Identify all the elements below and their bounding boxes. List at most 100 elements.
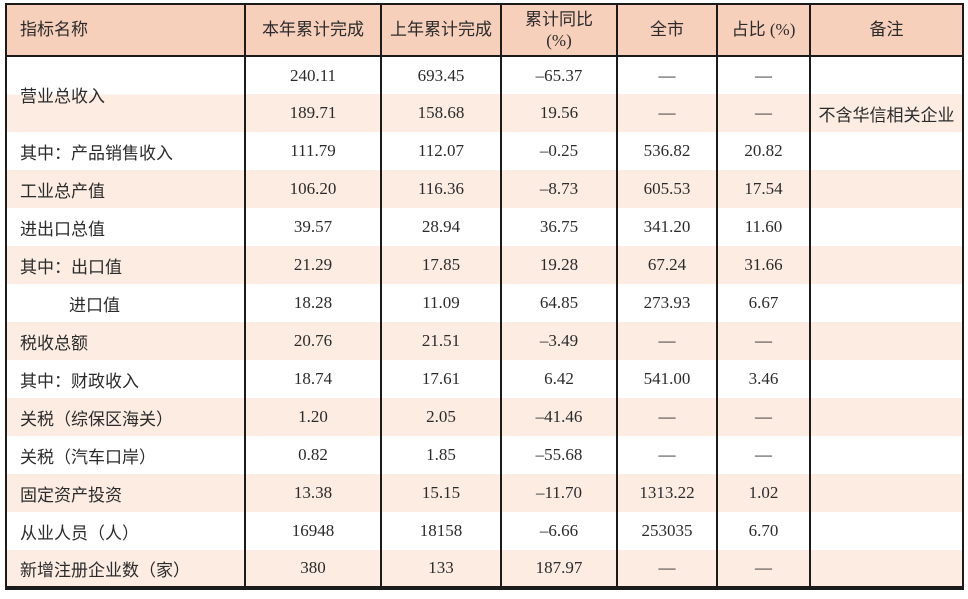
table-row: 新增注册企业数（家） 380 133 187.97— — <box>6 550 963 588</box>
indicator-cell: 税收总额 <box>6 322 245 360</box>
remark-cell <box>809 512 963 550</box>
remark-cell <box>809 170 963 208</box>
value-cell: –6.66 <box>500 512 617 550</box>
value-cell: 67.24 <box>616 246 717 284</box>
table-row: 其中：产品销售收入 111.79 112.07 –0.25 536.82 20.82 <box>6 132 963 170</box>
value-cell: — <box>616 94 717 132</box>
indicator-cell: 进出口总值 <box>20 219 105 239</box>
value-cell: 17.61 <box>380 360 501 398</box>
value-cell: 6.70 <box>716 512 810 550</box>
value-cell: 31.66 <box>716 246 810 284</box>
value-cell: 6.67 <box>716 284 810 322</box>
value-cell: 20.76 <box>244 322 381 360</box>
table-row: 税收总额 20.76 21.51 –3.49— — <box>6 322 963 360</box>
value-cell: — <box>716 94 810 132</box>
indicator-cell: 其中：产品销售收入 <box>20 143 173 163</box>
value-cell: — <box>616 436 717 474</box>
indicator-cell: 进口值 <box>69 295 120 315</box>
column-header: 累计同比 (%) <box>500 4 617 57</box>
table-row: 其中：财政收入 18.74 17.61 6.42 541.00 3.46 <box>6 360 963 398</box>
remark-cell <box>809 550 963 588</box>
value-cell: 19.56 <box>500 94 617 132</box>
indicator-cell: 固定资产投资 <box>6 474 245 512</box>
value-cell: — <box>716 436 810 474</box>
value-cell: 187.97 <box>500 550 617 588</box>
value-cell: 18.28 <box>244 284 381 322</box>
value-cell: — <box>716 550 810 588</box>
value-cell: 13.38 <box>244 474 381 512</box>
remark-cell <box>809 322 963 360</box>
remark-cell <box>809 246 963 284</box>
value-cell: 19.28 <box>500 246 617 284</box>
value-cell: –0.25 <box>500 132 617 170</box>
table-body: 营业总收入 240.11 693.45 –65.37— —189.71 158.68 19.… <box>6 56 963 588</box>
value-cell: — <box>716 322 810 360</box>
value-cell: 112.07 <box>380 132 501 170</box>
value-cell: — <box>616 56 717 94</box>
remark-cell <box>809 360 963 398</box>
remark-cell <box>809 208 963 246</box>
value-cell: 158.68 <box>380 94 501 132</box>
value-cell: 2.05 <box>380 398 501 436</box>
value-cell: 253035 <box>616 512 717 550</box>
value-cell: 189.71 <box>244 94 381 132</box>
column-header: 上年累计完成 <box>380 4 501 57</box>
table-row: 关税（汽车口岸） 0.82 1.85 –55.68— — <box>6 436 963 474</box>
value-cell: 133 <box>380 550 501 588</box>
value-cell: 693.45 <box>380 56 501 94</box>
value-cell: 541.00 <box>616 360 717 398</box>
value-cell: 36.75 <box>500 208 617 246</box>
indicator-cell: 工业总产值 <box>6 170 245 208</box>
remark-cell <box>809 474 963 512</box>
value-cell: 21.29 <box>244 246 381 284</box>
value-cell: 1313.22 <box>616 474 717 512</box>
indicator-cell: 关税（汽车口岸） <box>20 447 156 467</box>
value-cell: 16948 <box>244 512 381 550</box>
value-cell: 17.85 <box>380 246 501 284</box>
value-cell: 111.79 <box>244 132 381 170</box>
value-cell: — <box>716 398 810 436</box>
value-cell: 1.02 <box>716 474 810 512</box>
value-cell: 536.82 <box>616 132 717 170</box>
column-header: 占比 (%) <box>716 4 810 57</box>
value-cell: 64.85 <box>500 284 617 322</box>
table-row: 其中：出口值 21.29 17.85 19.28 67.24 31.66 <box>6 246 963 284</box>
column-header: 本年累计完成 <box>244 4 381 57</box>
table-header: 指标名称 本年累计完成 上年累计完成 累计同比 (%) 全市 占比 (%) 备注 <box>6 4 963 57</box>
value-cell: — <box>616 398 717 436</box>
value-cell: –65.37 <box>500 56 617 94</box>
value-cell: 20.82 <box>716 132 810 170</box>
value-cell: –41.46 <box>500 398 617 436</box>
value-cell: 0.82 <box>244 436 381 474</box>
column-header: 全市 <box>616 4 717 57</box>
value-cell: 11.60 <box>716 208 810 246</box>
table-row: 进口值 18.28 11.09 64.85 273.93 6.67 <box>6 284 963 322</box>
value-cell: 17.54 <box>716 170 810 208</box>
table-row: 关税（综保区海关） 1.20 2.05 –41.46— — <box>6 398 963 436</box>
value-cell: 1.85 <box>380 436 501 474</box>
remark-cell <box>809 398 963 436</box>
table-row: 189.71 158.68 19.56— — 不含华信相关企业 <box>6 94 963 132</box>
table-row: 营业总收入 240.11 693.45 –65.37— — <box>6 56 963 132</box>
remark-cell <box>809 56 963 94</box>
value-cell: 11.09 <box>380 284 501 322</box>
statistics-table: 指标名称 本年累计完成 上年累计完成 累计同比 (%) 全市 占比 (%) 备注 营业总收入… <box>5 3 964 590</box>
value-cell: — <box>716 56 810 94</box>
value-cell: 28.94 <box>380 208 501 246</box>
value-cell: 273.93 <box>616 284 717 322</box>
value-cell: — <box>616 550 717 588</box>
value-cell: 380 <box>244 550 381 588</box>
table-row: 进出口总值 39.57 28.94 36.75 341.20 11.60 <box>6 208 963 246</box>
value-cell: 116.36 <box>380 170 501 208</box>
indicator-cell: 从业人员（人） <box>20 523 139 543</box>
indicator-cell: 其中：财政收入 <box>20 371 139 391</box>
indicator-cell: 其中：出口值 <box>6 246 245 284</box>
indicator-cell: 关税（综保区海关） <box>6 398 245 436</box>
table-row: 从业人员（人） 16948 18158 –6.66 253035 6.70 <box>6 512 963 550</box>
value-cell: 341.20 <box>616 208 717 246</box>
value-cell: –11.70 <box>500 474 617 512</box>
value-cell: 1.20 <box>244 398 381 436</box>
value-cell: –8.73 <box>500 170 617 208</box>
table-row: 固定资产投资 13.38 15.15 –11.70 1313.22 1.02 <box>6 474 963 512</box>
